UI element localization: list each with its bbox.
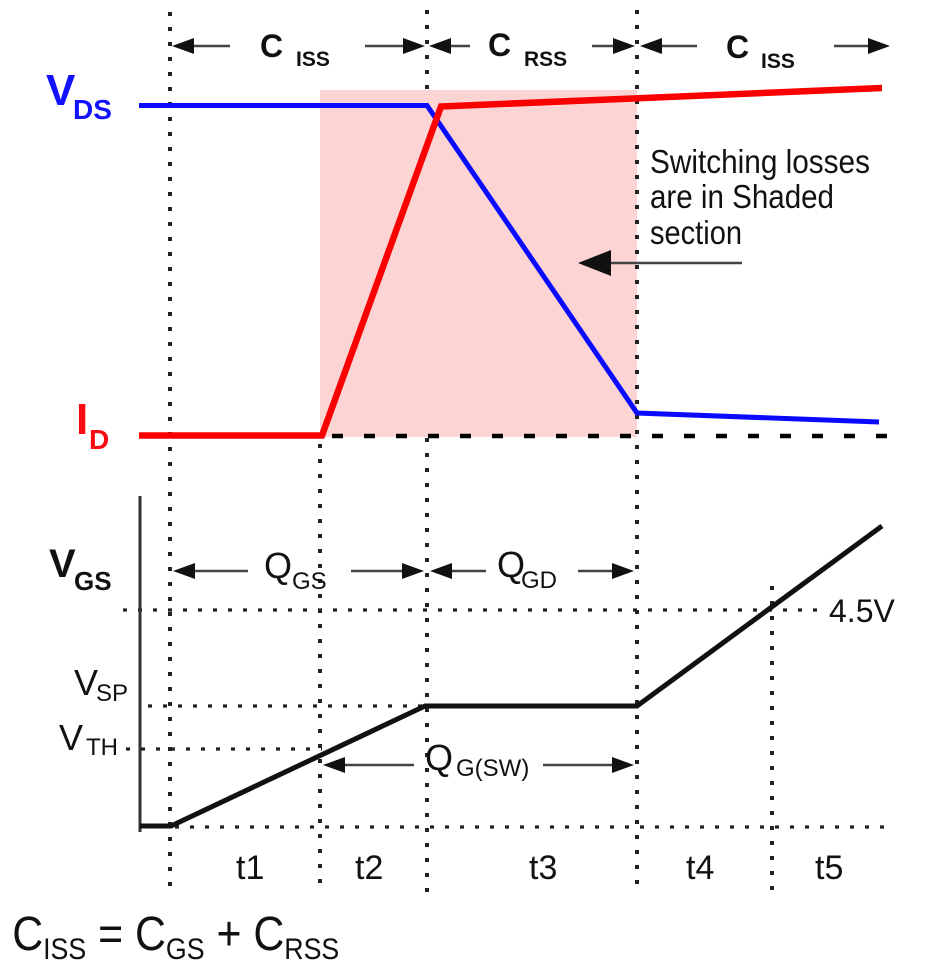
svg-text:GD: GD [521,567,557,594]
svg-text:V: V [49,542,76,586]
svg-text:C: C [260,28,283,64]
svg-text:t2: t2 [355,849,383,887]
svg-text:TH: TH [86,734,118,761]
svg-text:t1: t1 [236,849,264,887]
svg-text:V: V [46,66,76,115]
svg-text:Switching losses: Switching losses [650,143,870,180]
svg-text:t4: t4 [686,849,714,887]
svg-text:t5: t5 [815,849,843,887]
svg-text:G(SW): G(SW) [456,755,529,782]
svg-text:GS: GS [74,566,112,596]
svg-text:Q: Q [425,737,453,778]
svg-text:are in Shaded: are in Shaded [650,178,834,215]
svg-text:SP: SP [96,680,128,707]
svg-text:ISS: ISS [296,48,330,71]
svg-text:DS: DS [73,94,112,125]
svg-text:V: V [59,717,83,758]
svg-text:t3: t3 [529,849,557,887]
svg-text:D: D [89,424,109,455]
svg-text:I: I [76,395,88,444]
svg-text:GS: GS [292,568,327,595]
svg-text:section: section [650,214,742,251]
svg-text:4.5V: 4.5V [829,593,895,629]
svg-text:RSS: RSS [524,48,567,71]
svg-text:V: V [74,662,98,703]
svg-text:CISS = CGS + CRSS: CISS = CGS + CRSS [12,907,339,964]
svg-text:ISS: ISS [761,50,795,73]
svg-text:C: C [726,29,749,65]
svg-text:C: C [488,27,511,63]
svg-text:Q: Q [497,544,525,585]
svg-text:Q: Q [264,545,292,586]
